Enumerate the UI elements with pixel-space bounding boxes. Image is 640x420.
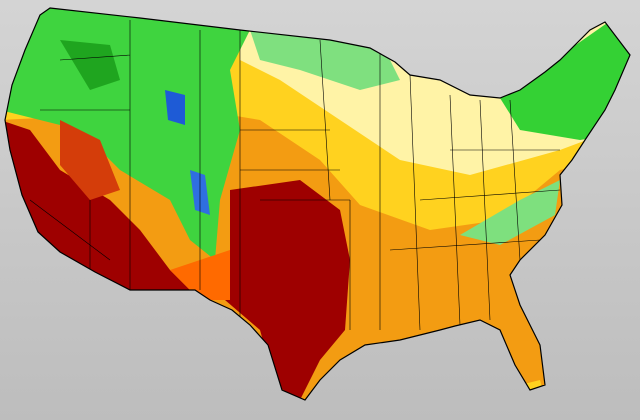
forest-zone (60, 40, 120, 90)
green-northeast (500, 8, 630, 140)
green-appalachian (460, 180, 560, 245)
red-texas (225, 180, 350, 400)
border-lines (29, 20, 561, 331)
blue-zone (165, 90, 185, 125)
green-west (5, 8, 250, 260)
red-nevada (60, 120, 120, 200)
state-borders (29, 20, 561, 331)
